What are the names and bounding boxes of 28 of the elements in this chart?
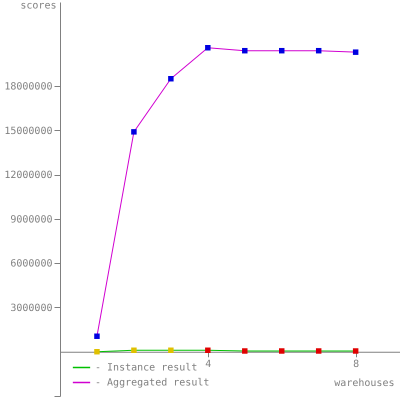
point [205,45,211,50]
y-tick-label: 15000000 [4,126,52,137]
point [131,129,137,135]
y-tick-label: 9000000 [10,214,52,226]
y-tick-label: 12000000 [4,170,52,182]
point [316,348,322,354]
x-axis-title: warehouses [334,378,394,390]
point [316,48,322,54]
point [279,348,284,354]
point [94,348,100,354]
legend-label: - Instance result [95,362,198,374]
x-tick-label: 4 [205,359,212,370]
x-tick-label: 8 [353,359,360,370]
legend-label: - Aggregated result [95,378,210,388]
point [168,348,174,353]
point [242,348,248,354]
point [94,333,100,339]
point [205,348,211,353]
point [352,49,358,55]
point [242,48,248,54]
point [131,348,137,353]
point [352,348,358,354]
y-axis-title: scores [20,0,56,12]
y-tick-label: 6000000 [10,258,52,270]
y-tick-label: 3000000 [10,302,52,314]
y-tick-label: 18000000 [4,82,52,93]
point [168,76,174,82]
point [279,48,284,54]
